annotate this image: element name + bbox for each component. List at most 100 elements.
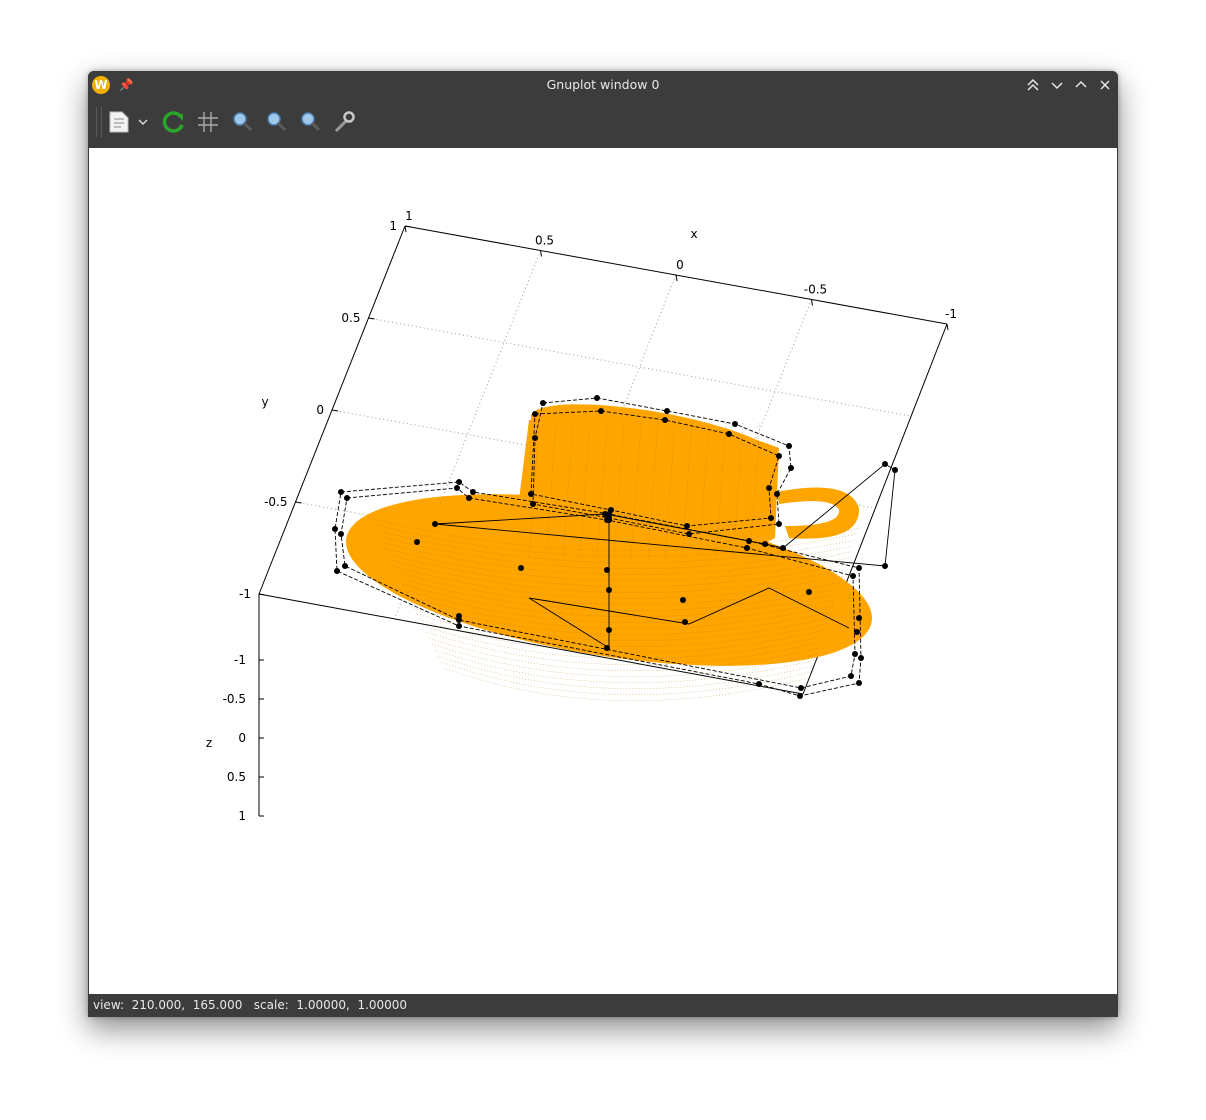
x-axis-label: x	[690, 227, 697, 241]
x-tick	[675, 274, 678, 282]
control-point	[602, 511, 608, 517]
control-point	[756, 681, 762, 687]
title-bar[interactable]: W 📌 Gnuplot window 0	[88, 71, 1118, 99]
control-point	[798, 685, 804, 691]
replot-button[interactable]	[161, 109, 187, 135]
document-icon	[109, 111, 129, 133]
control-point	[456, 613, 462, 619]
control-polygon-line	[528, 508, 850, 649]
control-polygon	[332, 395, 898, 699]
control-point	[530, 501, 536, 507]
shade-button[interactable]	[1024, 76, 1042, 94]
control-point	[856, 615, 862, 621]
z-tick-label: -0.5	[223, 692, 246, 706]
control-point	[732, 421, 738, 427]
y-tick-label: -0.5	[264, 495, 287, 509]
mesh-line	[416, 613, 828, 647]
chevron-down-icon	[1051, 82, 1063, 90]
x-tick-label: -1	[945, 307, 957, 321]
mesh-line	[377, 535, 854, 569]
3d-plot[interactable]: 1 0.5 0 -0.5 -1 1 0.5 0 -0.5 -1 -1 -0.5 0 0.5 1 x y z	[89, 148, 1117, 994]
control-point	[334, 568, 340, 574]
zoom-icon	[267, 112, 287, 132]
x-tick-label: -0.5	[804, 283, 827, 297]
zoom-icon	[233, 112, 253, 132]
unzoom-button[interactable]	[297, 109, 323, 135]
control-point	[532, 435, 538, 441]
control-polygon-line	[434, 463, 896, 567]
mesh-line	[404, 589, 836, 623]
control-point	[608, 507, 614, 513]
control-point	[532, 411, 538, 417]
app-icon[interactable]: W	[92, 76, 110, 94]
control-point	[540, 400, 546, 406]
x-tick	[540, 250, 542, 257]
toolbar	[88, 99, 1118, 147]
control-point	[788, 465, 794, 471]
control-point	[786, 443, 792, 449]
double-chevron-up-icon	[1027, 78, 1039, 91]
chevron-down-icon	[138, 119, 148, 125]
copy-to-clipboard-button[interactable]	[106, 109, 132, 135]
x-tick-label: 0	[676, 258, 684, 272]
x-tick	[811, 299, 813, 306]
control-point	[662, 417, 668, 423]
grid-button[interactable]	[195, 109, 221, 135]
control-point	[456, 479, 462, 485]
window-title: Gnuplot window 0	[546, 77, 660, 92]
control-point	[344, 495, 350, 501]
zoom-next-button[interactable]	[263, 109, 289, 135]
y-tick-label: 1	[389, 219, 397, 233]
mesh-line	[398, 577, 840, 611]
control-point	[414, 539, 420, 545]
x-tick-label: 0.5	[535, 234, 554, 248]
control-point	[848, 673, 854, 679]
control-point	[518, 565, 524, 571]
control-point	[338, 489, 344, 495]
control-point	[850, 573, 856, 579]
control-point	[598, 408, 604, 414]
control-point	[456, 623, 462, 629]
toolbar-grip[interactable]	[96, 107, 102, 137]
mesh-line	[428, 637, 820, 671]
control-point	[604, 645, 610, 651]
y-tick	[368, 317, 375, 320]
control-point	[780, 545, 786, 551]
maximize-button[interactable]	[1072, 76, 1090, 94]
export-menu-button[interactable]	[136, 109, 150, 135]
mesh-line	[386, 553, 848, 587]
pin-icon[interactable]: 📌	[118, 78, 134, 92]
control-point	[854, 629, 860, 635]
y-tick	[404, 225, 412, 228]
control-point	[856, 565, 862, 571]
plot-area[interactable]: 1 0.5 0 -0.5 -1 1 0.5 0 -0.5 -1 -1 -0.5 0 0.5 1 x y z	[89, 148, 1117, 994]
control-point	[594, 395, 600, 401]
y-tick	[295, 501, 302, 504]
z-tick-label: -1	[234, 653, 246, 667]
control-point	[470, 489, 476, 495]
mesh-line	[395, 571, 842, 605]
control-point	[432, 521, 438, 527]
mesh-line	[380, 541, 852, 575]
teapot-surface	[346, 404, 872, 701]
close-button[interactable]	[1096, 76, 1114, 94]
x-tick-label: 1	[405, 209, 413, 223]
x-tick	[404, 225, 407, 233]
zoom-previous-button[interactable]	[229, 109, 255, 135]
mesh-line	[437, 655, 814, 689]
control-point	[342, 563, 348, 569]
z-axis-label: z	[206, 736, 212, 750]
options-button[interactable]	[331, 109, 357, 135]
y-axis-label: y	[261, 395, 268, 409]
control-point	[726, 431, 732, 437]
y-tick	[258, 593, 266, 596]
control-point	[797, 693, 803, 699]
mesh-line	[383, 547, 850, 581]
close-icon	[1100, 80, 1110, 90]
control-point	[332, 526, 338, 532]
y-tick-label: 0.5	[341, 311, 360, 325]
control-point	[774, 491, 780, 497]
control-point	[686, 531, 692, 537]
refresh-icon	[162, 111, 184, 133]
minimize-button[interactable]	[1048, 76, 1066, 94]
